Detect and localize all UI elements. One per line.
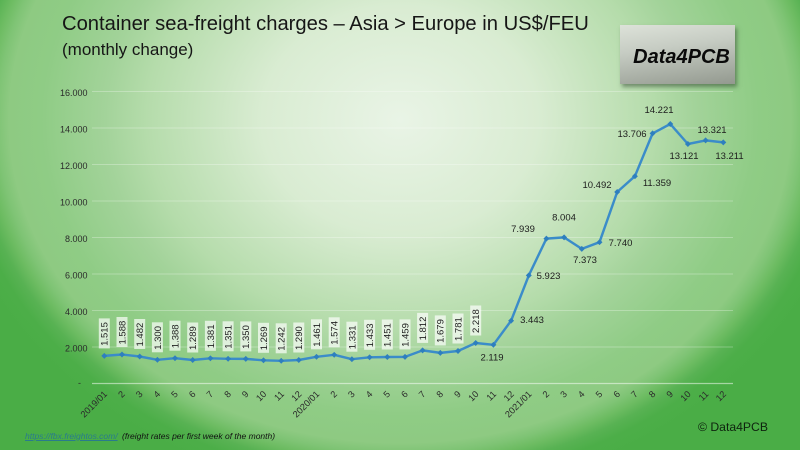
- svg-text:6.000: 6.000: [65, 270, 88, 280]
- svg-text:1.290: 1.290: [294, 326, 305, 350]
- svg-text:6: 6: [611, 389, 622, 400]
- svg-text:1.461: 1.461: [312, 323, 323, 347]
- svg-text:13.121: 13.121: [669, 151, 698, 162]
- svg-text:16.000: 16.000: [60, 88, 88, 98]
- svg-text:10: 10: [466, 389, 480, 403]
- svg-text:4: 4: [152, 389, 163, 400]
- svg-text:7: 7: [629, 389, 640, 400]
- svg-text:11.359: 11.359: [643, 178, 671, 189]
- svg-text:9: 9: [240, 389, 251, 400]
- svg-text:1.451: 1.451: [383, 323, 394, 347]
- svg-text:10.492: 10.492: [582, 180, 611, 191]
- svg-text:2: 2: [328, 389, 339, 400]
- svg-text:13.211: 13.211: [715, 151, 743, 162]
- svg-text:1.242: 1.242: [277, 327, 288, 351]
- svg-text:7: 7: [417, 389, 428, 400]
- svg-text:1.459: 1.459: [400, 323, 411, 347]
- svg-text:-: -: [78, 378, 81, 388]
- svg-text:2: 2: [116, 389, 127, 400]
- svg-text:2.000: 2.000: [65, 343, 88, 353]
- svg-text:1.574: 1.574: [330, 321, 341, 345]
- svg-text:3: 3: [346, 389, 357, 400]
- svg-text:13.321: 13.321: [697, 125, 726, 136]
- svg-text:1.588: 1.588: [117, 321, 128, 345]
- svg-text:14.221: 14.221: [644, 105, 673, 116]
- svg-text:1.812: 1.812: [418, 317, 429, 341]
- svg-text:6: 6: [399, 389, 410, 400]
- svg-text:2.119: 2.119: [480, 353, 503, 364]
- svg-text:12: 12: [714, 389, 728, 403]
- svg-text:1.781: 1.781: [453, 317, 464, 341]
- svg-text:3: 3: [558, 389, 569, 400]
- svg-text:5: 5: [594, 389, 605, 400]
- svg-text:9: 9: [665, 389, 676, 400]
- svg-text:1.381: 1.381: [206, 325, 217, 349]
- svg-text:13.706: 13.706: [617, 129, 646, 140]
- svg-text:1.679: 1.679: [436, 319, 447, 343]
- svg-text:1.331: 1.331: [347, 325, 358, 349]
- svg-text:12.000: 12.000: [60, 161, 88, 171]
- svg-text:8: 8: [222, 389, 233, 400]
- svg-text:1.289: 1.289: [188, 326, 199, 350]
- svg-text:10: 10: [254, 389, 268, 403]
- svg-text:1.482: 1.482: [135, 323, 146, 347]
- svg-text:4: 4: [576, 389, 587, 400]
- svg-text:1.269: 1.269: [259, 327, 270, 351]
- svg-text:4.000: 4.000: [65, 307, 88, 317]
- svg-text:7.373: 7.373: [573, 255, 597, 266]
- svg-text:8.000: 8.000: [65, 234, 88, 244]
- svg-text:5: 5: [382, 389, 393, 400]
- svg-text:3.443: 3.443: [520, 315, 544, 326]
- svg-text:4: 4: [364, 389, 375, 400]
- svg-text:2: 2: [541, 389, 552, 400]
- svg-text:1.350: 1.350: [241, 325, 252, 349]
- svg-text:8: 8: [435, 389, 446, 400]
- svg-text:1.515: 1.515: [100, 322, 111, 346]
- svg-text:6: 6: [187, 389, 198, 400]
- svg-text:7.939: 7.939: [511, 224, 535, 235]
- svg-text:11: 11: [272, 389, 286, 403]
- svg-text:7.740: 7.740: [609, 238, 633, 249]
- svg-text:8: 8: [647, 389, 658, 400]
- svg-text:10: 10: [679, 389, 693, 403]
- svg-text:1.300: 1.300: [153, 326, 164, 350]
- svg-text:3: 3: [134, 389, 145, 400]
- svg-text:5: 5: [169, 389, 180, 400]
- svg-text:11: 11: [697, 389, 711, 403]
- svg-text:1.351: 1.351: [224, 325, 235, 349]
- svg-text:5.923: 5.923: [537, 271, 561, 282]
- svg-text:11: 11: [484, 389, 498, 403]
- svg-text:7: 7: [205, 389, 216, 400]
- svg-text:1.433: 1.433: [365, 324, 376, 348]
- svg-text:2019/01: 2019/01: [79, 389, 110, 420]
- svg-text:9: 9: [452, 389, 463, 400]
- svg-text:8.004: 8.004: [552, 213, 576, 224]
- svg-text:10.000: 10.000: [60, 197, 88, 207]
- svg-text:1.388: 1.388: [170, 324, 181, 348]
- svg-text:14.000: 14.000: [60, 124, 88, 134]
- svg-text:2.218: 2.218: [471, 309, 482, 333]
